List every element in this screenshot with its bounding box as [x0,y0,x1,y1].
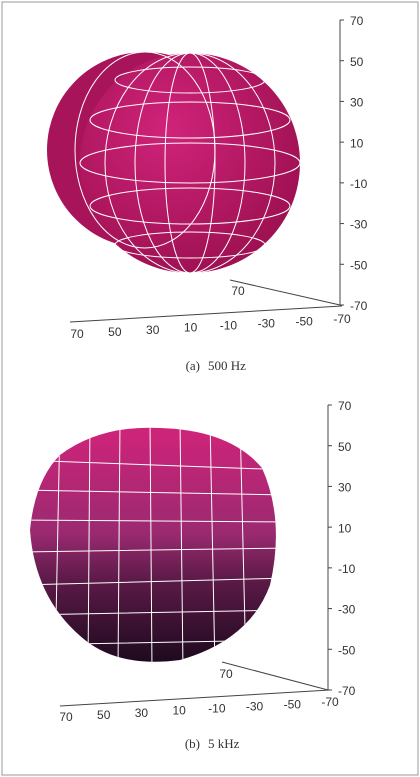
x-tick-label: 50 [108,325,122,339]
y-axis [229,279,341,306]
x-tick-label: -50 [295,314,313,328]
z-tick-label: 70 [338,399,352,413]
x-tick-label: -10 [220,319,238,333]
caption: 500 Hz [208,358,246,373]
x-tick-label: 50 [97,708,111,722]
x-tick-label: -70 [333,312,351,326]
z-tick-label: -50 [350,258,368,272]
x-tick-label: 70 [70,327,84,341]
z-tick-label: 10 [338,521,352,535]
z-tick-label: -70 [338,684,356,698]
x-tick-label: 30 [135,706,149,720]
x-tick-label: 10 [184,321,198,335]
z-tick-label: -10 [338,562,356,576]
z-tick-label: 30 [338,481,352,495]
y-axis [221,661,329,691]
z-tick-label: 70 [350,14,364,28]
caption-label: (a) [186,358,200,373]
x-tick-label: 30 [146,323,160,337]
x-tick-label: 70 [59,710,73,724]
x-tick-label: -30 [258,316,276,330]
z-tick-label: 50 [350,55,364,69]
z-tick-label: -30 [350,218,368,232]
x-tick-label: -70 [321,695,339,709]
z-tick-label: -30 [338,603,356,617]
z-tick-label: 50 [338,440,352,454]
z-tick-label: 30 [350,96,364,110]
x-tick-label: -50 [284,697,302,711]
balloon-500hz [47,51,301,274]
balloon-5khz [30,427,276,662]
x-tick-label: -30 [246,699,264,713]
y-tick-label: 70 [219,667,233,681]
caption: 5 kHz [208,736,240,751]
z-tick-label: 10 [350,136,364,150]
z-tick-label: -50 [338,643,356,657]
x-tick-label: -10 [208,702,226,716]
x-tick-label: 10 [172,704,186,718]
x-axis [69,305,343,323]
x-axis [59,689,331,707]
z-tick-label: -70 [350,299,368,313]
y-tick-label: 70 [231,284,245,298]
caption-label: (b) [185,736,200,751]
z-tick-label: -10 [350,177,368,191]
